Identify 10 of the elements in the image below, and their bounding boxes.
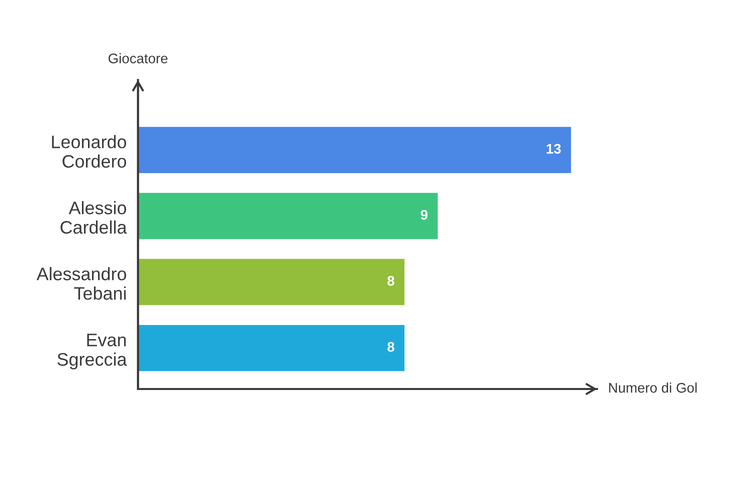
y-tick-label: Alessandro Tebani bbox=[36, 267, 126, 300]
y-tick-label: Evan Sgreccia bbox=[57, 334, 127, 370]
y-tick-label: Alessio Cardella bbox=[60, 201, 127, 234]
y-axis-title: Giocatore bbox=[108, 53, 168, 64]
data-label: 13 bbox=[546, 144, 561, 154]
data-label: 8 bbox=[387, 342, 394, 352]
data-label: 8 bbox=[387, 276, 394, 286]
data-label: 9 bbox=[420, 210, 428, 220]
y-tick-label: Leonardo Cordero bbox=[52, 135, 126, 168]
x-axis-title: Numero di Gol bbox=[609, 382, 697, 393]
